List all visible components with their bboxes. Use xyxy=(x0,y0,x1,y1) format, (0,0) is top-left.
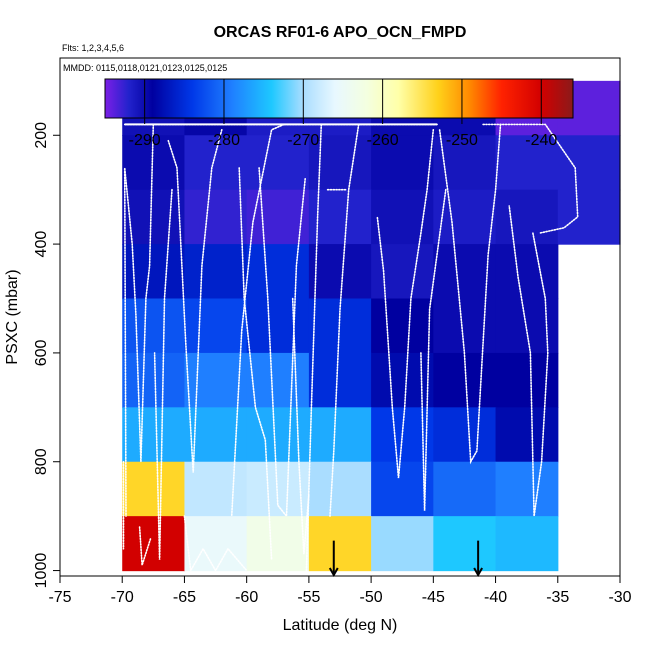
flight-track xyxy=(305,123,323,572)
heatmap-cell xyxy=(495,135,559,191)
heatmap-cell xyxy=(184,189,248,245)
heatmap-cell xyxy=(557,135,621,191)
x-tick-label: -35 xyxy=(546,589,569,606)
x-axis-label: Latitude (deg N) xyxy=(283,617,398,634)
x-tick-label: -45 xyxy=(422,589,445,606)
flight-track xyxy=(376,129,435,479)
heatmap-cell xyxy=(495,516,559,572)
heatmap-cell xyxy=(371,352,434,408)
flight-track xyxy=(167,129,223,473)
flight-track xyxy=(420,188,447,511)
heatmap-cell xyxy=(308,407,372,463)
y-tick-label: 400 xyxy=(33,231,50,258)
heatmap-cell xyxy=(308,189,372,245)
flight-track xyxy=(438,123,502,465)
flight-track xyxy=(291,297,310,555)
heatmap-cell xyxy=(122,244,186,300)
heatmap-cell xyxy=(184,298,248,354)
heatmap-cell xyxy=(495,461,559,517)
colorbar-tick-label: -260 xyxy=(367,132,399,149)
latitude-markers xyxy=(328,540,484,578)
colorbar-tick-label: -290 xyxy=(129,132,161,149)
flight-track xyxy=(123,123,155,517)
heatmap-cells xyxy=(122,80,621,572)
heatmap-cell xyxy=(433,461,497,517)
chart-subtitle-dates: MMDD: 0115,0118,0121,0123,0125,0125 xyxy=(63,63,227,73)
y-axis-label: PSXC (mbar) xyxy=(4,269,21,364)
chart-title: ORCAS RF01-6 APO_OCN_FMPD xyxy=(214,24,467,41)
x-tick-label: -65 xyxy=(173,589,196,606)
colorbar-tick-label: -240 xyxy=(525,132,557,149)
y-tick-label: 600 xyxy=(33,339,50,366)
flight-track xyxy=(238,167,273,561)
heatmap-cell xyxy=(184,516,248,572)
marker-arrow xyxy=(473,540,484,578)
heatmap-cell xyxy=(246,407,310,463)
y-tick-label: 1000 xyxy=(33,553,50,589)
heatmap-cell xyxy=(495,189,559,245)
heatmap-cell xyxy=(495,244,559,300)
heatmap-cell xyxy=(246,135,310,191)
heatmap-cell xyxy=(184,352,248,408)
heatmap-cell xyxy=(246,298,310,354)
flight-track xyxy=(183,515,248,574)
heatmap-cell xyxy=(308,244,372,300)
colorbar-tick-label: -280 xyxy=(208,132,240,149)
heatmap-cell xyxy=(495,407,559,463)
colorbar-tick-label: -270 xyxy=(287,132,319,149)
heatmap-cell xyxy=(433,407,497,463)
heatmap-cell xyxy=(246,189,310,245)
x-tick-label: -70 xyxy=(111,589,134,606)
flight-tracks xyxy=(122,123,579,574)
heatmap-cell xyxy=(371,298,434,354)
flight-track xyxy=(329,123,360,517)
heatmap-cell xyxy=(308,461,372,517)
heatmap-cell xyxy=(122,298,186,354)
flight-track xyxy=(482,123,579,234)
marker-arrow xyxy=(328,540,339,578)
heatmap-cell xyxy=(371,135,434,191)
flight-track xyxy=(153,188,173,560)
heatmap-cell xyxy=(495,352,559,408)
heatmap-cell xyxy=(246,516,310,572)
heatmap-cell xyxy=(495,298,559,354)
flight-track xyxy=(230,123,285,517)
heatmap-cell xyxy=(122,516,186,572)
heatmap-cell xyxy=(184,244,248,300)
heatmap-cell xyxy=(246,352,310,408)
colorbar-gradient xyxy=(104,78,574,119)
heatmap-cell xyxy=(122,352,186,408)
x-axis: -75 -70 -65 -60 -55 -50 -45 -40 -35 -30 xyxy=(48,575,632,606)
heatmap-cell xyxy=(371,244,434,300)
x-tick-label: -30 xyxy=(608,589,631,606)
heatmap-cell xyxy=(433,298,497,354)
heatmap-cell xyxy=(246,244,310,300)
heatmap-cell xyxy=(308,516,372,572)
y-tick-label: 200 xyxy=(33,122,50,149)
heatmap-cell xyxy=(184,461,248,517)
heatmap-cell xyxy=(184,135,248,191)
flight-track xyxy=(138,526,152,566)
x-tick-label: -55 xyxy=(297,589,320,606)
x-tick-label: -40 xyxy=(484,589,507,606)
chart-subtitle-flights: Flts: 1,2,3,4,5,6 xyxy=(62,43,124,53)
heatmap-cell xyxy=(557,189,621,245)
heatmap-cell xyxy=(122,189,186,245)
x-tick-label: -50 xyxy=(360,589,383,606)
y-tick-label: 800 xyxy=(33,448,50,475)
heatmap-cell xyxy=(433,516,497,572)
heatmap-cell xyxy=(122,461,186,517)
heatmap-cell xyxy=(122,407,186,463)
colorbar: -290 -280 -270 -260 -250 -240 xyxy=(104,78,574,149)
y-axis: 200 400 600 800 1000 xyxy=(33,122,60,589)
flight-track xyxy=(508,205,549,517)
heatmap-cell xyxy=(308,352,372,408)
colorbar-tick-label: -250 xyxy=(446,132,478,149)
heatmap-cell xyxy=(371,189,434,245)
heatmap-cell xyxy=(371,516,434,572)
x-tick-label: -60 xyxy=(235,589,258,606)
flight-track xyxy=(258,167,306,519)
x-tick-label: -75 xyxy=(48,589,71,606)
